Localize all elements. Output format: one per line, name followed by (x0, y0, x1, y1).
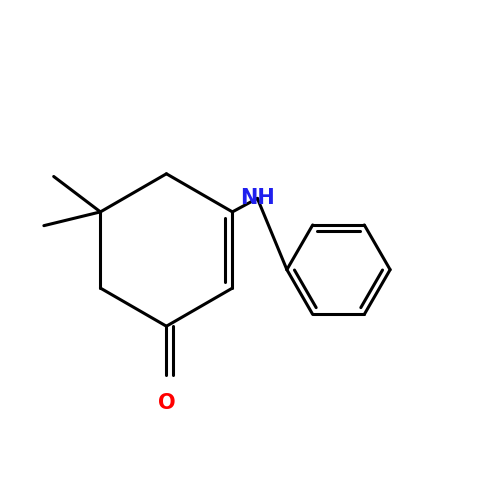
Text: O: O (158, 392, 175, 412)
Text: NH: NH (240, 188, 275, 208)
